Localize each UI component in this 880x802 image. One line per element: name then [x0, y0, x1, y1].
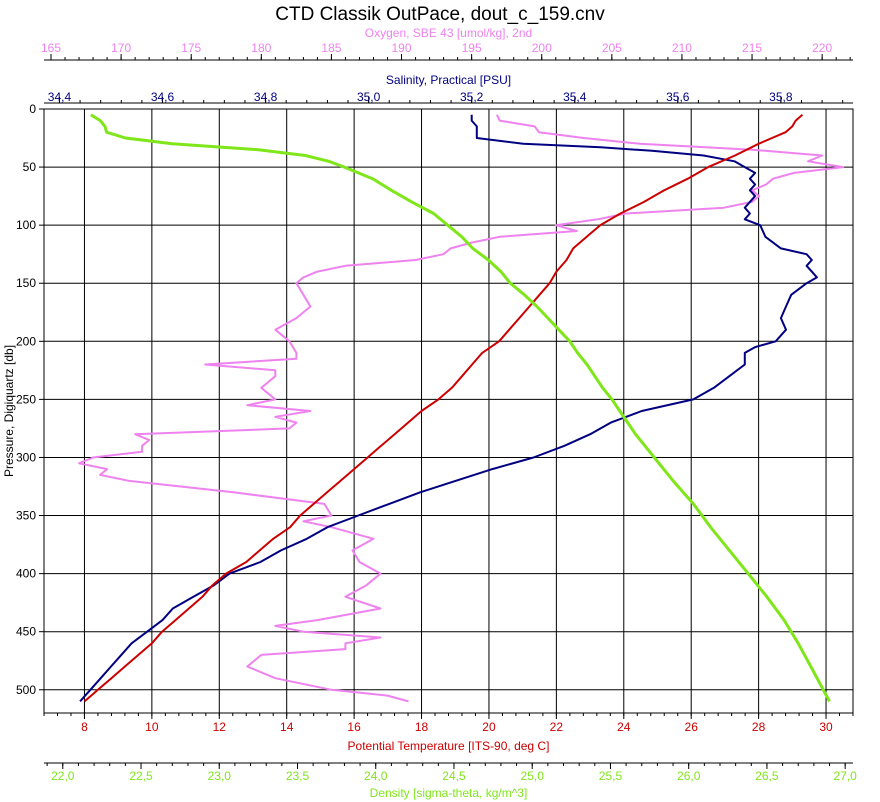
- density-tick-label: 25,5: [599, 769, 623, 783]
- oxygen-tick-label: 165: [41, 41, 61, 55]
- oxygen-tick-label: 205: [602, 41, 622, 55]
- pressure-tick-label: 500: [16, 683, 36, 697]
- density-tick-label: 26,0: [677, 769, 701, 783]
- axes-layer: 0 50 100 150 200 250 300 350 400 450 500 Pressure, …: [2, 26, 857, 800]
- pressure-tick-label: 100: [16, 218, 36, 232]
- density-profile-line: [90, 113, 831, 703]
- density-axis-title: Density [sigma-theta, kg/m^3]: [370, 786, 528, 800]
- pressure-axis-title: Pressure, Digiquartz [db]: [2, 345, 16, 477]
- pressure-tick-label: 0: [29, 102, 36, 116]
- density-tick-label: 23,0: [208, 769, 232, 783]
- density-tick-label: 23,5: [286, 769, 310, 783]
- series-layer: [78, 113, 845, 703]
- temperature-tick-label: 12: [213, 720, 227, 734]
- chart-title: CTD Classik OutPace, dout_c_159.cnv: [275, 4, 605, 25]
- salinity-tick-label: 34,8: [254, 90, 278, 104]
- temperature-tick-label: 16: [347, 720, 361, 734]
- salinity-tick-label: 35,6: [666, 90, 690, 104]
- pressure-tick-label: 300: [16, 450, 36, 464]
- temperature-tick-label: 18: [415, 720, 429, 734]
- density-tick-label: 24,0: [364, 769, 388, 783]
- temperature-tick-label: 10: [145, 720, 159, 734]
- temperature-tick-label: 20: [482, 720, 496, 734]
- temperature-tick-label: 22: [550, 720, 564, 734]
- temperature-profile-line: [83, 114, 804, 703]
- pressure-tick-label: 450: [16, 625, 36, 639]
- oxygen-tick-label: 175: [181, 41, 201, 55]
- temperature-tick-label: 28: [752, 720, 766, 734]
- density-tick-label: 24,5: [442, 769, 466, 783]
- salinity-tick-label: 35,8: [769, 90, 793, 104]
- pressure-tick-label: 350: [16, 509, 36, 523]
- oxygen-tick-label: 190: [392, 41, 412, 55]
- pressure-tick-label: 400: [16, 567, 36, 581]
- salinity-axis-title: Salinity, Practical [PSU]: [386, 73, 511, 87]
- oxygen-tick-label: 185: [321, 41, 341, 55]
- temperature-tick-label: 14: [280, 720, 294, 734]
- temperature-tick-label: 30: [819, 720, 833, 734]
- temperature-tick-label: 8: [81, 720, 88, 734]
- oxygen-tick-label: 170: [111, 41, 131, 55]
- density-tick-label: 22,0: [51, 769, 75, 783]
- salinity-tick-label: 35,0: [357, 90, 381, 104]
- oxygen-tick-label: 210: [672, 41, 692, 55]
- oxygen-tick-label: 220: [812, 41, 832, 55]
- salinity-tick-label: 34,4: [48, 90, 72, 104]
- density-tick-label: 25,0: [521, 769, 545, 783]
- pressure-tick-label: 200: [16, 334, 36, 348]
- oxygen-profile-line: [78, 114, 845, 703]
- pressure-tick-label: 150: [16, 276, 36, 290]
- oxygen-tick-label: 195: [462, 41, 482, 55]
- salinity-tick-label: 34,6: [151, 90, 175, 104]
- temperature-tick-label: 26: [685, 720, 699, 734]
- oxygen-tick-label: 215: [742, 41, 762, 55]
- temperature-axis-title: Potential Temperature [ITS-90, deg C]: [348, 739, 550, 753]
- density-tick-label: 22,5: [129, 769, 153, 783]
- oxygen-tick-label: 180: [251, 41, 271, 55]
- oxygen-axis-title: Oxygen, SBE 43 [umol/kg], 2nd: [365, 26, 532, 40]
- pressure-tick-label: 50: [23, 160, 37, 174]
- oxygen-tick-label: 200: [532, 41, 552, 55]
- density-tick-label: 27,0: [833, 769, 857, 783]
- temperature-tick-label: 24: [617, 720, 631, 734]
- salinity-tick-label: 35,2: [460, 90, 484, 104]
- pressure-tick-label: 250: [16, 392, 36, 406]
- density-tick-label: 26,5: [755, 769, 779, 783]
- salinity-tick-label: 35,4: [563, 90, 587, 104]
